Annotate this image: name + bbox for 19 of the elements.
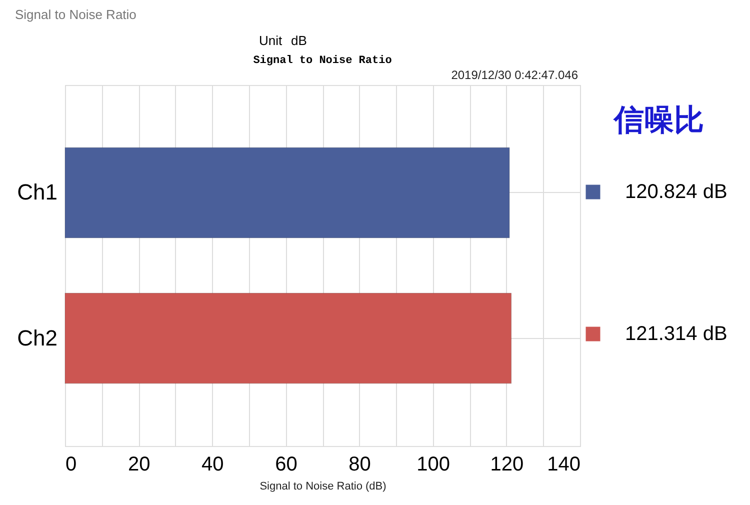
chart-title: Signal to Noise Ratio: [253, 55, 392, 67]
legend-label: 120.824 dB: [625, 181, 728, 203]
y-tick-label: Ch2: [17, 325, 58, 350]
text: Unit: [259, 33, 283, 48]
x-tick-label: 120: [490, 454, 524, 476]
x-tick-label: 80: [348, 454, 371, 476]
text: 2019/12/30 0:42:47.046: [451, 68, 578, 82]
x-tick-label: 40: [202, 454, 224, 476]
x-tick-label: 140: [547, 454, 580, 476]
x-tick-label: 100: [416, 454, 450, 476]
x-tick-label: 20: [128, 454, 150, 476]
x-axis-title: Signal to Noise Ratio (dB): [260, 480, 386, 492]
legend-label: 121.314 dB: [625, 323, 728, 345]
text: Signal to Noise Ratio: [15, 7, 136, 22]
text: 信噪比: [613, 103, 704, 138]
x-tick-label: 60: [275, 454, 298, 476]
y-tick-label: Ch1: [17, 180, 58, 205]
text: dB: [291, 33, 307, 48]
x-tick-label: 0: [66, 454, 77, 476]
